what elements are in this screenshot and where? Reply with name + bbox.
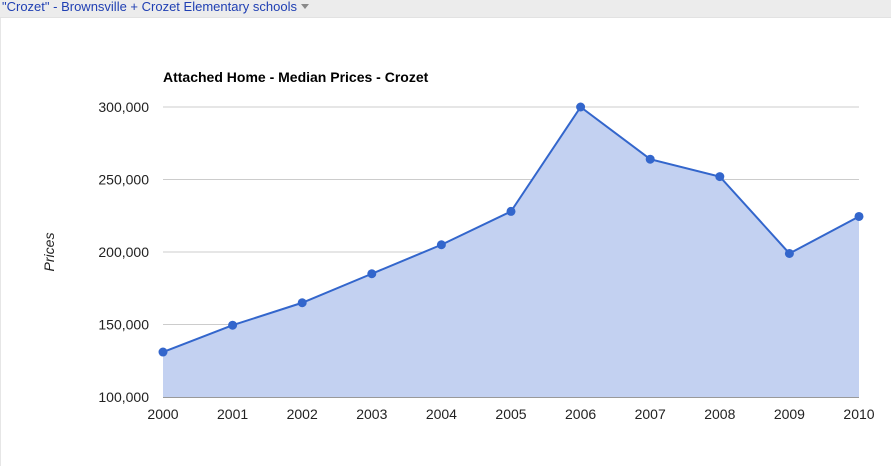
data-point[interactable] bbox=[158, 347, 168, 357]
data-point[interactable] bbox=[854, 211, 864, 221]
x-tick-label: 2009 bbox=[774, 406, 805, 422]
data-point[interactable] bbox=[645, 154, 655, 164]
data-point[interactable] bbox=[715, 172, 725, 182]
x-tick-label: 2000 bbox=[147, 406, 178, 422]
data-point[interactable] bbox=[367, 269, 377, 279]
data-point[interactable] bbox=[576, 102, 586, 112]
y-tick-label: 300,000 bbox=[98, 99, 149, 115]
data-point[interactable] bbox=[784, 248, 794, 258]
chart-title: Attached Home - Median Prices - Crozet bbox=[163, 69, 429, 85]
data-point[interactable] bbox=[297, 298, 307, 308]
chart-selector-label: "Crozet" - Brownsville + Crozet Elementa… bbox=[2, 0, 297, 14]
x-tick-label: 2001 bbox=[217, 406, 248, 422]
x-tick-label: 2003 bbox=[356, 406, 387, 422]
x-tick-label: 2002 bbox=[287, 406, 318, 422]
data-point[interactable] bbox=[506, 206, 516, 216]
data-point[interactable] bbox=[228, 320, 238, 330]
data-point[interactable] bbox=[436, 240, 446, 250]
x-tick-label: 2008 bbox=[704, 406, 735, 422]
x-tick-label: 2010 bbox=[843, 406, 874, 422]
y-tick-label: 250,000 bbox=[98, 172, 149, 188]
chevron-down-icon bbox=[300, 4, 309, 9]
y-tick-label: 200,000 bbox=[98, 244, 149, 260]
y-tick-label: 100,000 bbox=[98, 389, 149, 405]
chart-selector[interactable]: "Crozet" - Brownsville + Crozet Elementa… bbox=[2, 0, 309, 14]
x-tick-label: 2004 bbox=[426, 406, 457, 422]
y-tick-label: 150,000 bbox=[98, 317, 149, 333]
x-tick-label: 2005 bbox=[495, 406, 526, 422]
x-tick-label: 2007 bbox=[635, 406, 666, 422]
y-axis-label: Prices bbox=[41, 233, 57, 272]
x-tick-label: 2006 bbox=[565, 406, 596, 422]
chart-frame bbox=[0, 18, 891, 466]
top-bar: "Crozet" - Brownsville + Crozet Elementa… bbox=[0, 0, 891, 18]
series-area bbox=[163, 107, 859, 397]
